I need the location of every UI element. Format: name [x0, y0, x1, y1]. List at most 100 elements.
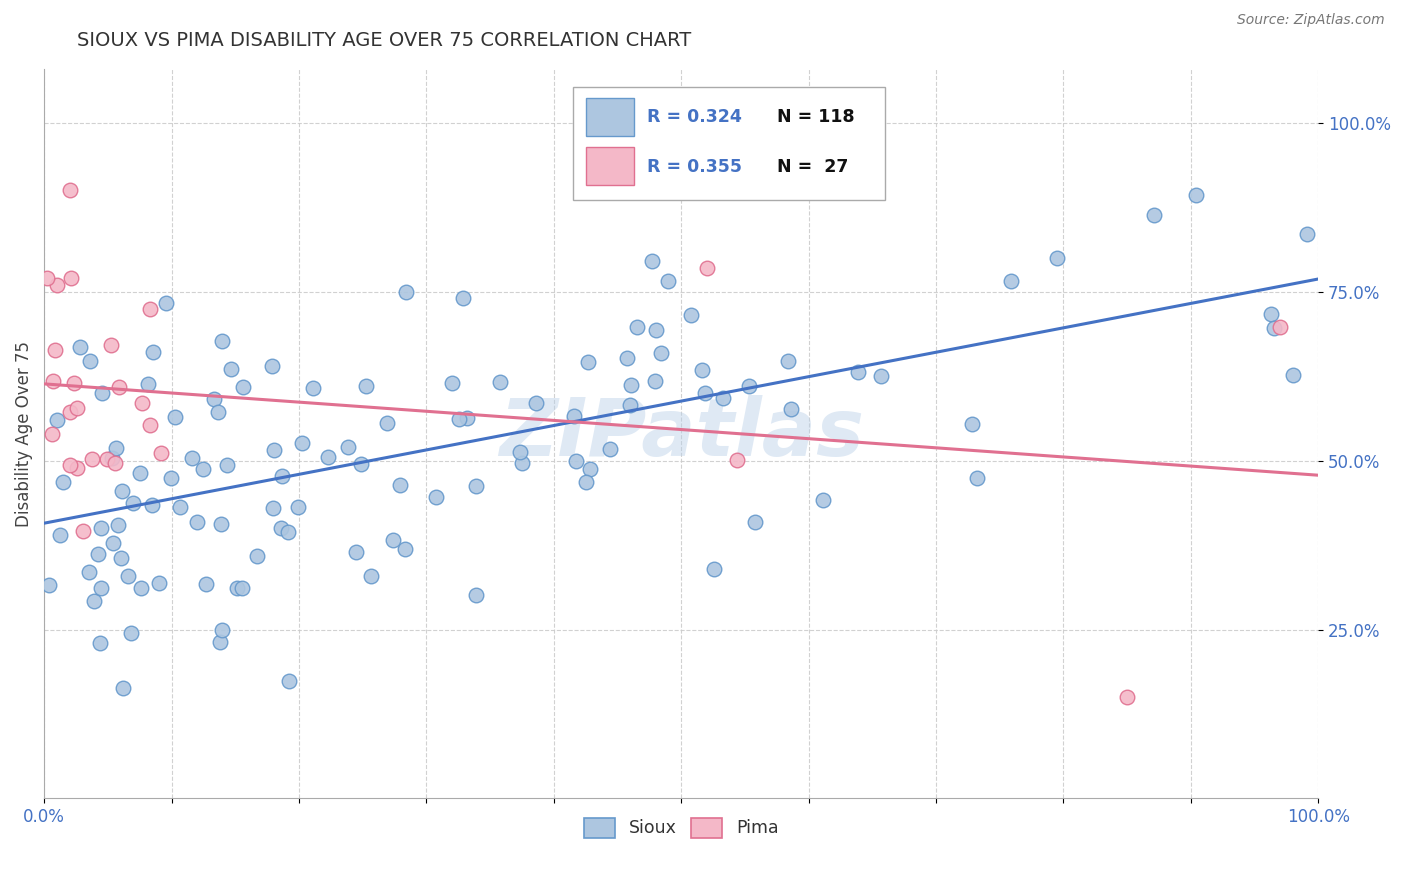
Point [63, 376, 86, 390]
Point [37, 271, 59, 285]
Point [111, 483, 134, 498]
Point [779, 402, 801, 417]
Point [744, 516, 766, 530]
Point [231, 581, 253, 595]
Point [1282, 368, 1305, 382]
Point [105, 442, 128, 456]
Point [301, 381, 323, 395]
Point [131, 396, 153, 410]
Point [46, 413, 69, 427]
Point [395, 285, 418, 300]
Point [260, 359, 283, 373]
Point [193, 461, 215, 475]
Point [215, 458, 238, 473]
Point [599, 442, 621, 456]
Point [465, 588, 488, 602]
Point [263, 442, 285, 457]
Point [120, 625, 142, 640]
Point [38, 577, 60, 591]
Point [562, 409, 585, 423]
Point [45, 277, 67, 292]
Point [44, 343, 66, 357]
Point [650, 346, 672, 360]
Point [60, 270, 83, 285]
Point [48, 527, 70, 541]
Y-axis label: Disability Age Over 75: Disability Age Over 75 [15, 341, 32, 526]
Point [129, 581, 152, 595]
Point [389, 478, 412, 492]
Point [89, 636, 111, 650]
Point [122, 496, 145, 510]
Point [447, 411, 470, 425]
Legend: Sioux, Pima: Sioux, Pima [576, 811, 786, 845]
Point [90, 521, 112, 535]
Point [344, 545, 367, 559]
Text: ZIPatlas: ZIPatlas [499, 394, 863, 473]
Point [90, 386, 112, 401]
Point [1000, 274, 1022, 288]
Point [202, 392, 225, 406]
Point [1296, 227, 1319, 241]
Point [246, 549, 269, 563]
Point [375, 417, 398, 431]
Point [456, 411, 478, 425]
Point [77, 565, 100, 579]
Point [524, 396, 547, 410]
Point [211, 334, 233, 348]
Point [382, 533, 405, 547]
Point [52, 475, 75, 489]
Point [1116, 690, 1139, 705]
Point [209, 517, 232, 532]
Point [441, 376, 464, 391]
Point [277, 524, 299, 539]
Point [270, 521, 292, 535]
Point [148, 576, 170, 591]
Point [138, 417, 160, 432]
Point [79, 354, 101, 368]
Point [150, 446, 173, 460]
Point [41, 427, 63, 442]
Point [579, 462, 602, 476]
Point [693, 386, 716, 401]
Point [641, 253, 664, 268]
Point [59, 405, 82, 419]
Point [287, 500, 309, 514]
Point [103, 535, 125, 549]
Point [66, 461, 89, 475]
Point [117, 568, 139, 582]
Point [219, 362, 242, 376]
Point [869, 369, 891, 384]
Point [360, 568, 382, 582]
FancyBboxPatch shape [572, 87, 884, 200]
Point [83, 594, 105, 608]
Bar [586, 98, 634, 136]
Point [725, 452, 748, 467]
Point [86, 548, 108, 562]
Point [811, 493, 834, 508]
Text: N = 118: N = 118 [776, 109, 855, 127]
Point [576, 355, 599, 369]
Text: SIOUX VS PIMA DISABILITY AGE OVER 75 CORRELATION CHART: SIOUX VS PIMA DISABILITY AGE OVER 75 COR… [77, 31, 692, 50]
Point [69, 340, 91, 354]
Point [510, 456, 533, 470]
Point [226, 581, 249, 595]
Point [277, 673, 299, 688]
Point [138, 377, 160, 392]
Text: N =  27: N = 27 [776, 158, 848, 176]
Point [82, 452, 104, 467]
Point [778, 353, 800, 368]
Point [58, 183, 80, 197]
Point [966, 471, 988, 485]
Point [211, 623, 233, 637]
Point [207, 405, 229, 419]
Point [489, 375, 512, 389]
Point [291, 435, 314, 450]
Point [509, 444, 531, 458]
Point [394, 541, 416, 556]
Point [703, 562, 725, 576]
Point [90, 581, 112, 595]
Point [1268, 320, 1291, 334]
Point [186, 516, 208, 530]
Point [110, 551, 132, 566]
Point [620, 378, 643, 392]
